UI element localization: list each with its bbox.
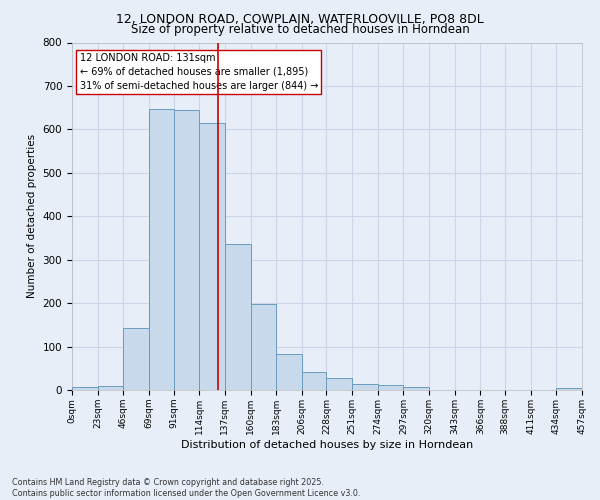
Bar bbox=[124, 328, 149, 390]
Bar bbox=[378, 385, 403, 390]
Bar bbox=[276, 354, 302, 390]
Bar bbox=[403, 386, 429, 390]
Bar bbox=[72, 387, 98, 390]
Bar bbox=[149, 108, 173, 390]
Bar bbox=[326, 378, 352, 390]
Bar bbox=[225, 244, 251, 390]
Text: Size of property relative to detached houses in Horndean: Size of property relative to detached ho… bbox=[131, 22, 469, 36]
Text: 12, LONDON ROAD, COWPLAIN, WATERLOOVILLE, PO8 8DL: 12, LONDON ROAD, COWPLAIN, WATERLOOVILLE… bbox=[116, 12, 484, 26]
Text: Contains HM Land Registry data © Crown copyright and database right 2025.
Contai: Contains HM Land Registry data © Crown c… bbox=[12, 478, 361, 498]
Bar bbox=[98, 386, 124, 390]
Bar bbox=[302, 372, 326, 390]
Bar bbox=[556, 388, 582, 390]
Text: 12 LONDON ROAD: 131sqm
← 69% of detached houses are smaller (1,895)
31% of semi-: 12 LONDON ROAD: 131sqm ← 69% of detached… bbox=[80, 53, 318, 91]
Bar bbox=[251, 304, 276, 390]
Bar bbox=[173, 110, 199, 390]
X-axis label: Distribution of detached houses by size in Horndean: Distribution of detached houses by size … bbox=[181, 440, 473, 450]
Y-axis label: Number of detached properties: Number of detached properties bbox=[27, 134, 37, 298]
Bar bbox=[199, 123, 225, 390]
Bar bbox=[352, 384, 378, 390]
